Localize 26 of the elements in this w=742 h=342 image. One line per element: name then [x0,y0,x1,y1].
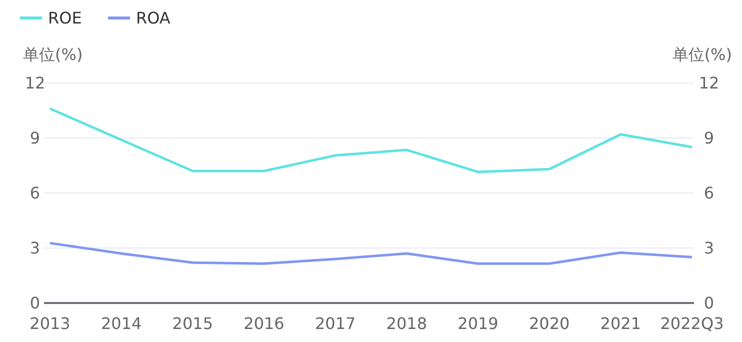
y-tick-label: 3 [30,238,40,258]
x-tick-label: 2017 [314,314,356,333]
y2-tick-label: 3 [704,238,714,258]
x-tick-label: 2020 [528,314,570,333]
y-tick-label: 12 [24,74,46,93]
x-tick-label: 2015 [172,314,214,333]
legend-label: ROE [48,8,82,28]
line-series [48,107,694,174]
x-tick-label: 2019 [458,314,498,333]
x-tick-label: 2018 [386,314,428,333]
x-tick-label: 2016 [244,314,284,333]
y2-axis-title: 单位(%) [672,45,732,64]
y-tick-label: 9 [30,128,40,148]
legend-label: ROA [136,8,170,28]
y-tick-label: 0 [30,294,40,313]
x-tick-label: 2013 [30,314,70,333]
y2-tick-label: 12 [698,74,720,93]
y-tick-label: 6 [30,184,40,203]
y-axis-title: 单位(%) [23,45,83,64]
y2-tick-label: 9 [704,128,714,148]
y2-tick-label: 0 [704,294,714,313]
x-tick-label: 2021 [600,314,642,333]
x-tick-label: 2014 [100,314,142,333]
y2-tick-label: 6 [704,184,714,203]
x-tick-label: 2022Q3 [660,314,724,333]
line-series [48,242,694,265]
